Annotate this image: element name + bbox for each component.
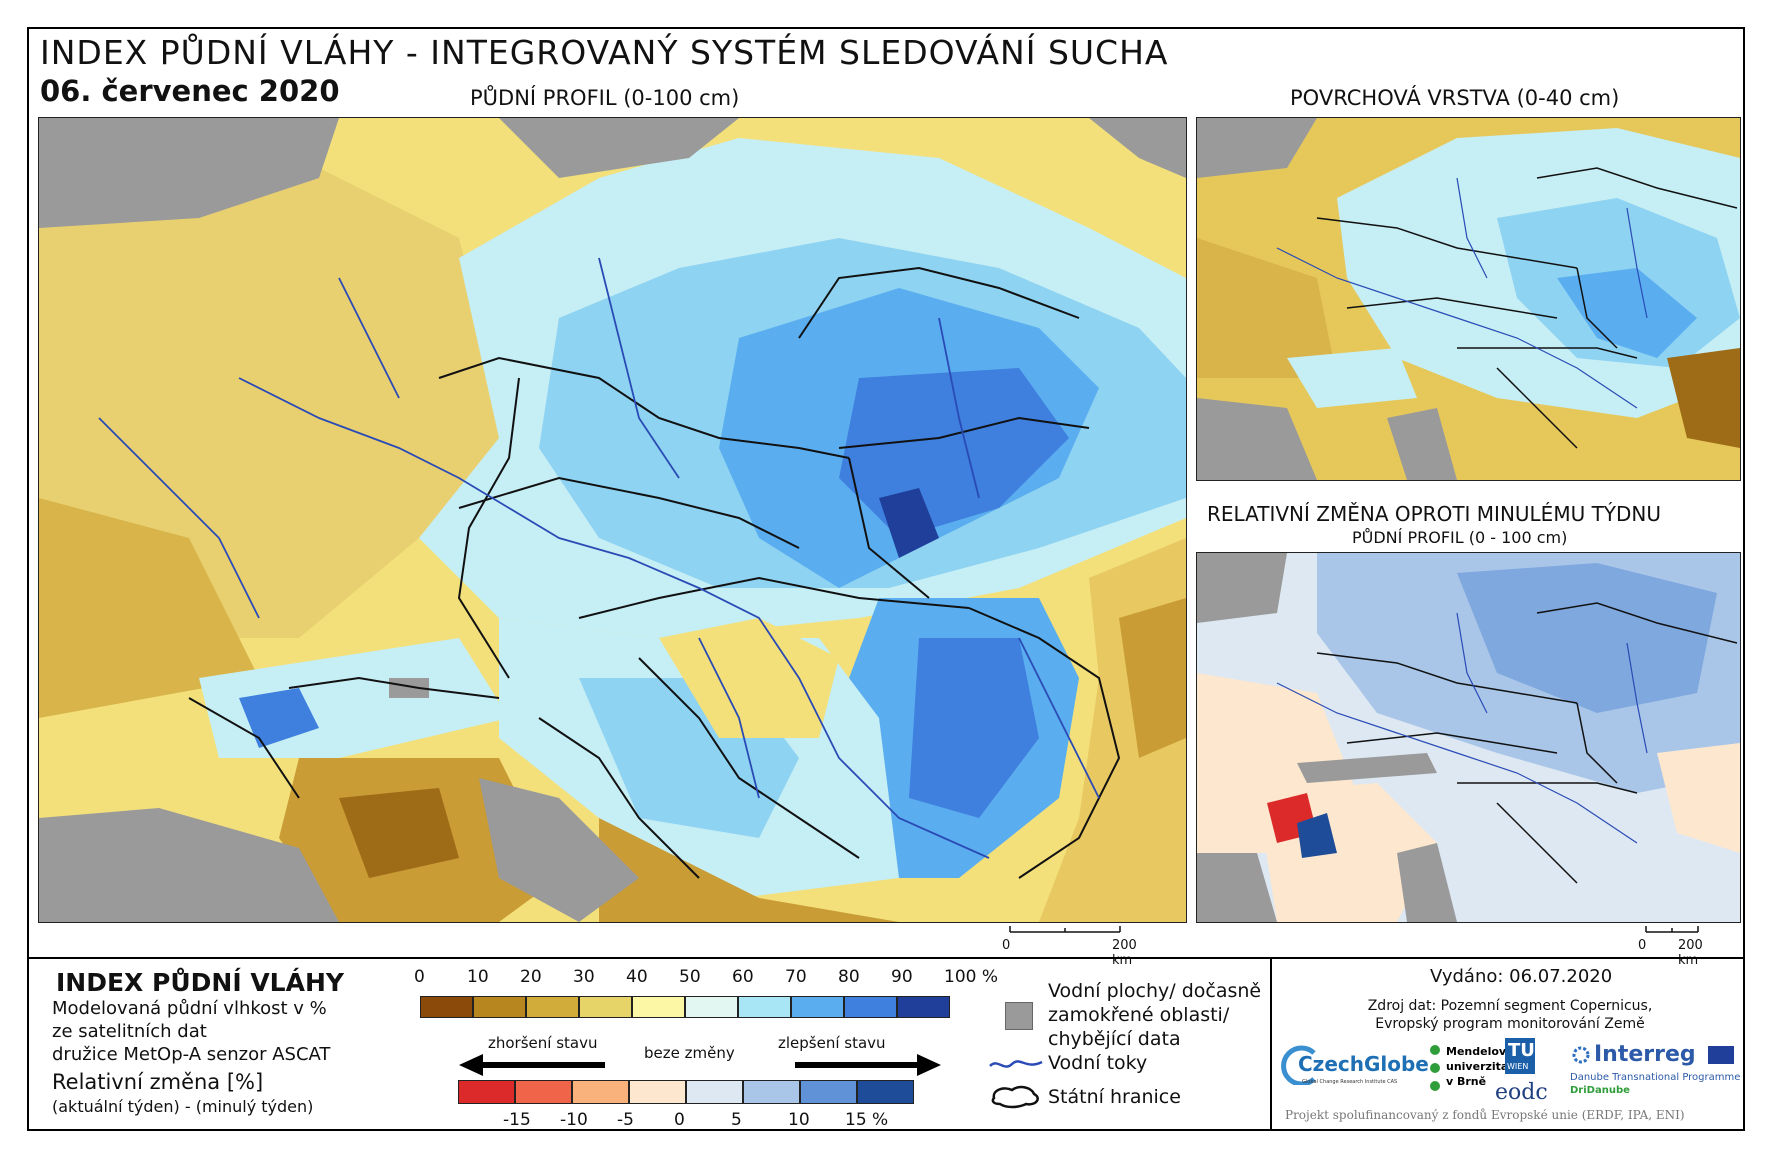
index-swatch	[473, 996, 526, 1018]
worse-label: zhoršení stavu	[488, 1034, 598, 1052]
index-swatch	[526, 996, 579, 1018]
legend-desc-2: ze satelitních dat	[52, 1021, 207, 1042]
change-swatch	[515, 1080, 572, 1104]
source-line-1: Zdroj dat: Pozemní segment Copernicus,	[1367, 998, 1653, 1014]
change-tick-label: -15	[503, 1110, 531, 1130]
change-tick-label: 0	[674, 1110, 685, 1130]
index-tick-label: 50	[679, 967, 701, 987]
rivers-label: Vodní toky	[1048, 1052, 1148, 1074]
change-swatch	[857, 1080, 914, 1104]
change-map-label: RELATIVNÍ ZMĚNA OPROTI MINULÉMU TÝDNU	[1207, 502, 1662, 526]
legend-relative-sub: (aktuální týden) - (minulý týden)	[52, 1097, 314, 1116]
change-swatch	[743, 1080, 800, 1104]
issued-date: Vydáno: 06.07.2020	[1430, 966, 1613, 987]
better-label: zlepšení stavu	[778, 1034, 886, 1052]
change-swatch	[458, 1080, 515, 1104]
source-line-2: Evropský program monitorování Země	[1375, 1016, 1645, 1032]
index-tick-label: 20	[520, 967, 542, 987]
index-tick-label: 70	[785, 967, 807, 987]
change-swatch	[686, 1080, 743, 1104]
index-swatch	[738, 996, 791, 1018]
change-tick-label: 15 %	[845, 1110, 889, 1130]
index-swatch	[844, 996, 897, 1018]
index-swatch	[579, 996, 632, 1018]
trend-arrows	[459, 1054, 941, 1076]
index-tick-label: 60	[732, 967, 754, 987]
index-swatch	[791, 996, 844, 1018]
index-swatch	[685, 996, 738, 1018]
index-tick-label: 10	[467, 967, 489, 987]
index-swatch	[897, 996, 950, 1018]
water-label-3: chybějící data	[1048, 1028, 1181, 1050]
eu-flag-icon	[1708, 1046, 1734, 1064]
eodc-logo: eodc	[1495, 1080, 1548, 1105]
project-funding-note: Projekt spolufinancovaný z fondů Evropsk…	[1285, 1108, 1685, 1122]
water-label-2: zamokřené oblasti/	[1048, 1004, 1230, 1026]
change-swatch	[800, 1080, 857, 1104]
main-soil-moisture-map[interactable]	[38, 117, 1187, 923]
change-tick-label: 10	[788, 1110, 810, 1130]
water-label-1: Vodní plochy/ dočasně	[1048, 980, 1262, 1002]
issue-date: 06. červenec 2020	[40, 74, 340, 108]
index-swatch	[632, 996, 685, 1018]
page-title: INDEX PŮDNÍ VLÁHY - INTEGROVANÝ SYSTÉM S…	[40, 33, 1169, 72]
legend-divider	[27, 957, 1745, 959]
legend-title: INDEX PŮDNÍ VLÁHY	[56, 968, 344, 997]
change-map-sublabel: PŮDNÍ PROFIL (0 - 100 cm)	[1352, 528, 1568, 547]
legend-vertical-divider	[1270, 957, 1272, 1131]
index-tick-label: 90	[891, 967, 913, 987]
change-tick-label: 5	[731, 1110, 742, 1130]
change-tick-label: -5	[617, 1110, 634, 1130]
change-swatch	[629, 1080, 686, 1104]
legend-desc-3: družice MetOp-A senzor ASCAT	[52, 1044, 331, 1065]
surface-layer-map[interactable]	[1196, 117, 1741, 481]
legend-relative-title: Relativní změna [%]	[52, 1070, 264, 1094]
change-tick-label: -10	[560, 1110, 588, 1130]
main-map-label: PŮDNÍ PROFIL (0-100 cm)	[470, 86, 740, 110]
border-icon	[991, 1085, 1039, 1109]
index-tick-label: 0	[414, 967, 425, 987]
index-tick-label: 80	[838, 967, 860, 987]
river-icon	[989, 1060, 1043, 1068]
legend-desc-1: Modelovaná půdní vlhkost v %	[52, 998, 327, 1019]
index-tick-label: 40	[626, 967, 648, 987]
index-tick-label: 30	[573, 967, 595, 987]
surface-map-label: POVRCHOVÁ VRSTVA (0-40 cm)	[1290, 86, 1620, 110]
water-swatch	[1005, 1002, 1033, 1030]
index-tick-label: 100 %	[944, 967, 999, 987]
borders-label: Státní hranice	[1048, 1086, 1181, 1108]
change-swatch	[572, 1080, 629, 1104]
data-source: Zdroj dat: Pozemní segment Copernicus, E…	[1290, 997, 1730, 1033]
no-change-label: beze změny	[644, 1044, 735, 1062]
index-swatch	[420, 996, 473, 1018]
relative-change-map[interactable]	[1196, 552, 1741, 923]
